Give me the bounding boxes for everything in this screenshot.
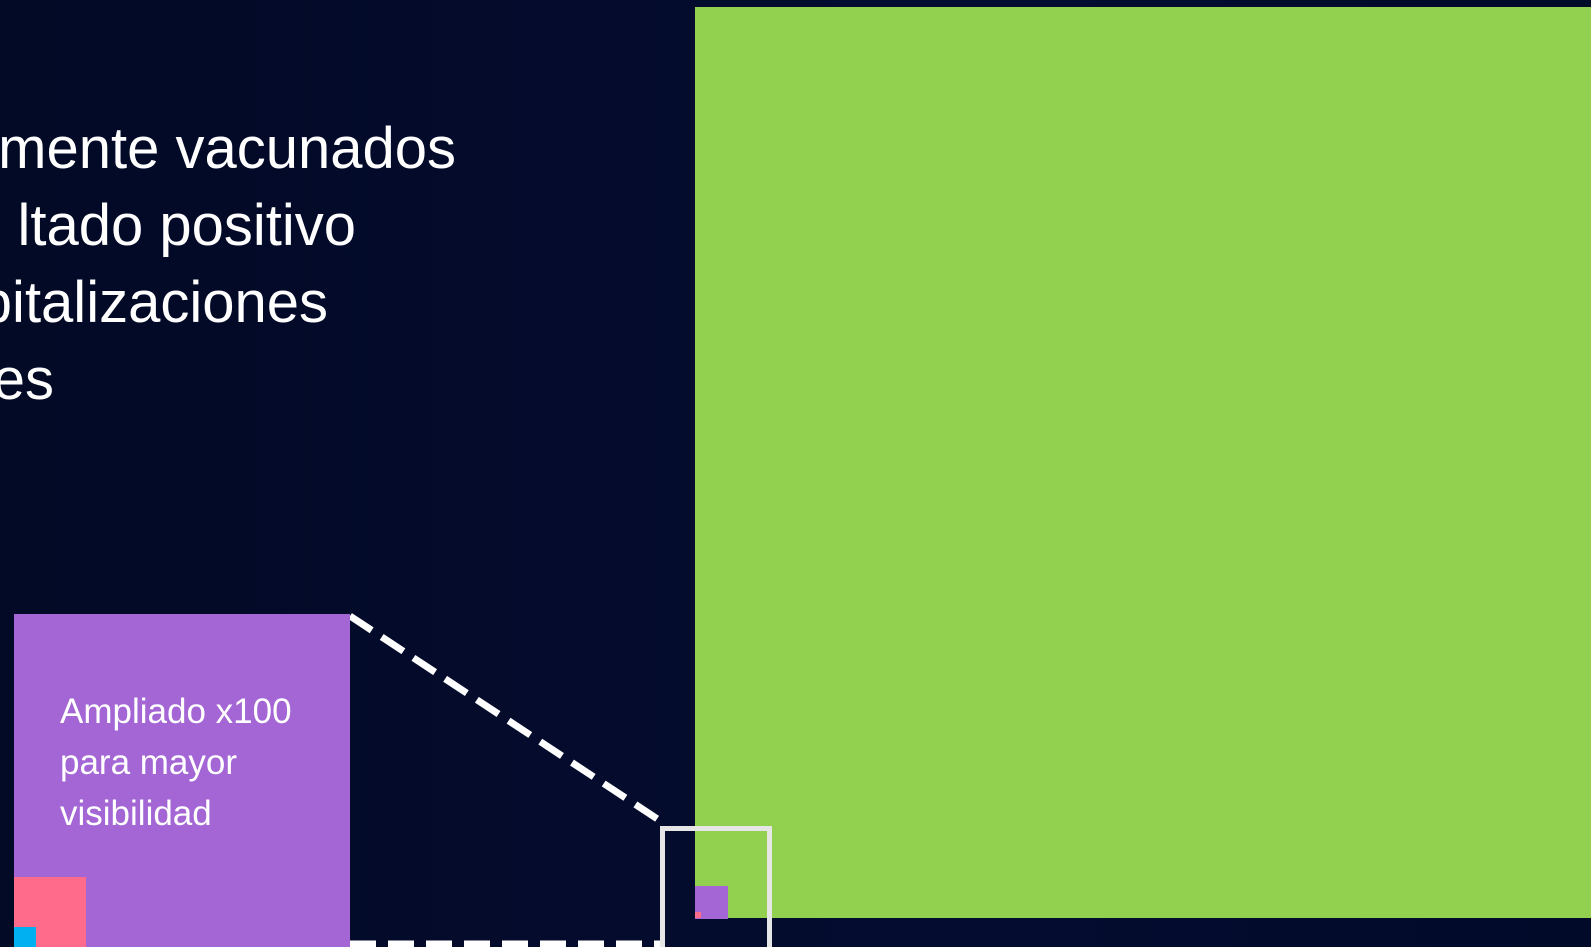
vaccinated-square — [695, 7, 1591, 918]
inset-label-line-1: Ampliado x100 — [60, 692, 292, 731]
inset-label: Ampliado x100 para mayor visibilidad — [60, 686, 340, 839]
legend-item-hospitalizations: pitalizaciones — [0, 264, 520, 341]
legend-item-deaths: es — [0, 341, 520, 418]
deaths-square-zoomed — [14, 927, 36, 947]
inset-label-line-3: visibilidad — [60, 794, 212, 833]
legend-label-deaths: es — [0, 347, 54, 412]
zoom-region-box — [660, 826, 772, 947]
hospitalizations-square-actual — [695, 912, 701, 918]
zoom-connector-diagonal — [348, 613, 664, 825]
zoomed-inset: Ampliado x100 para mayor visibilidad — [14, 614, 350, 947]
legend-item-positive: ltado positivo — [0, 187, 520, 264]
inset-label-line-2: para mayor — [60, 743, 238, 782]
legend-label-hospitalizations: pitalizaciones — [0, 270, 328, 335]
legend-label-positive: ltado positivo — [17, 193, 356, 258]
legend-item-vaccinated: mente vacunados — [0, 110, 520, 187]
legend-label-vaccinated: mente vacunados — [0, 116, 456, 181]
legend: mente vacunados ltado positivo pitalizac… — [0, 110, 520, 418]
